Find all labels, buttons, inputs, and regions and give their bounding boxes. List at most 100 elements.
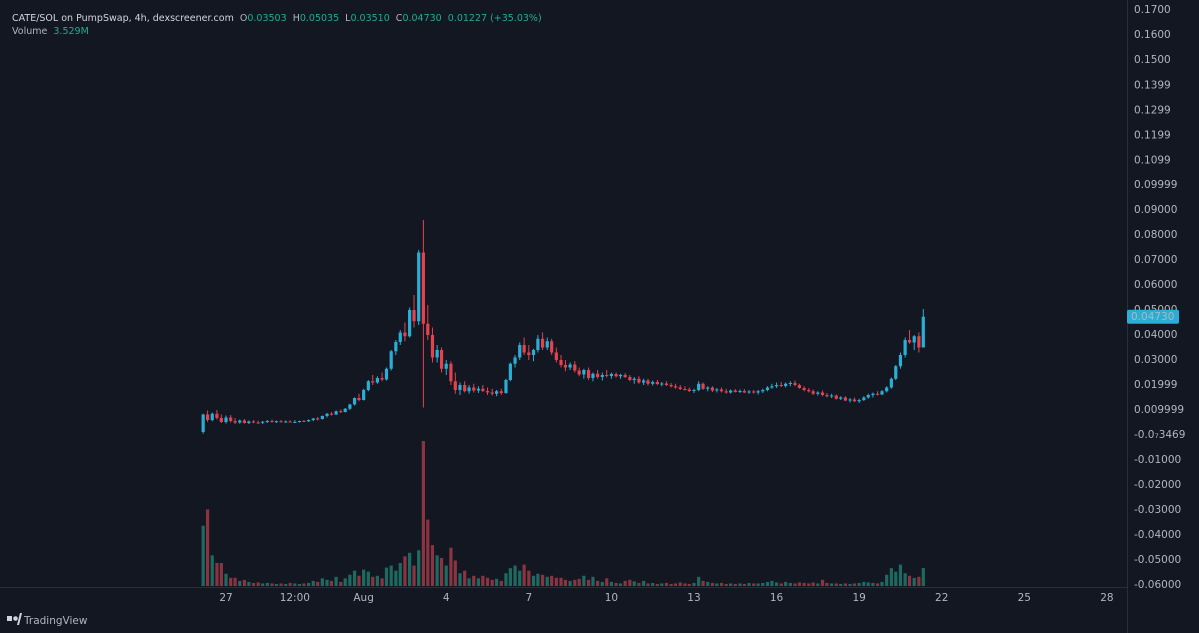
- volume-bar: [907, 575, 912, 586]
- volume-bar: [554, 577, 558, 586]
- volume-bar: [642, 580, 646, 586]
- volume-bar: [710, 582, 715, 586]
- candle-body: [371, 381, 375, 383]
- candle-body: [201, 414, 205, 432]
- candle-body: [449, 363, 453, 382]
- candle-body: [536, 338, 540, 350]
- candle-body: [265, 421, 269, 422]
- volume-bar: [866, 582, 870, 586]
- candle-body: [453, 381, 457, 390]
- volume-bar: [545, 576, 549, 586]
- x-tick-label: Aug: [353, 592, 374, 604]
- volume-bar: [784, 581, 788, 586]
- candle-body: [779, 385, 783, 386]
- y-tick-label: 0.1700: [1134, 4, 1171, 16]
- volume-bar: [518, 570, 522, 586]
- volume-bar: [664, 582, 669, 586]
- volume-bar: [329, 580, 334, 586]
- candle-body: [843, 397, 847, 401]
- candle-body: [256, 422, 260, 424]
- volume-bar: [426, 519, 430, 586]
- candle-body: [242, 420, 247, 423]
- candle-body: [274, 421, 278, 423]
- volume-bar: [238, 580, 242, 586]
- y-tick-label: 0.1299: [1134, 104, 1171, 116]
- y-tick-label: 0.03000: [1134, 354, 1177, 366]
- candle-body: [706, 387, 710, 389]
- candle-body: [233, 421, 237, 423]
- candle-body: [651, 382, 655, 384]
- y-tick-label: 0.06000: [1134, 279, 1177, 291]
- candle-body: [738, 391, 742, 392]
- volume-bar: [513, 565, 517, 586]
- y-tick-label: 0.07000: [1134, 254, 1177, 266]
- candle-body: [205, 414, 210, 420]
- volume-bar: [628, 579, 632, 586]
- candle-body: [642, 380, 646, 383]
- volume-bar: [421, 441, 425, 586]
- volume-bar: [687, 583, 691, 586]
- candle-body: [251, 421, 256, 423]
- y-tick-label: 0.09999: [1134, 179, 1177, 191]
- volume-bar: [242, 579, 247, 586]
- candle-body: [770, 386, 774, 388]
- volume-bar: [339, 581, 343, 586]
- candle-body: [797, 385, 802, 388]
- volume-label: Volume: [12, 26, 47, 37]
- volume-bar: [600, 581, 604, 586]
- volume-bar: [848, 583, 852, 586]
- y-tick-label: -0.02000: [1134, 479, 1181, 491]
- y-tick-label: 0.1099: [1134, 154, 1171, 166]
- volume-bar: [485, 577, 490, 586]
- volume-bar: [894, 571, 898, 586]
- candle-body: [352, 398, 357, 405]
- candle-body: [839, 397, 843, 399]
- ohlc-label: O: [240, 13, 247, 24]
- ohlc-label: L: [345, 13, 351, 24]
- candle-body: [508, 363, 512, 380]
- volume-bar: [563, 579, 568, 586]
- volume-bar: [288, 582, 292, 586]
- volume-bar: [692, 582, 696, 586]
- volume-bar: [875, 583, 880, 586]
- volume-bar: [311, 580, 315, 586]
- candle-body: [664, 383, 669, 385]
- volume-bar: [398, 563, 402, 586]
- candle-body: [733, 390, 737, 392]
- candle-body: [875, 393, 880, 395]
- logo-shape: [7, 616, 12, 621]
- candle-body: [885, 387, 889, 392]
- candle-body: [380, 378, 384, 380]
- x-tick-label: 12:00: [280, 592, 310, 604]
- x-tick-label: 4: [443, 592, 450, 604]
- candle-body: [623, 375, 627, 377]
- candle-body: [921, 316, 925, 348]
- y-tick-label: -0.06000: [1134, 579, 1181, 591]
- candle-body: [728, 390, 733, 393]
- volume-bar: [334, 576, 338, 586]
- volume-bar: [793, 583, 797, 586]
- candle-body: [444, 363, 448, 369]
- candle-body: [270, 421, 274, 422]
- volume-bar: [862, 581, 866, 586]
- volume-bar: [527, 570, 531, 586]
- candle-body: [655, 382, 659, 384]
- y-tick-label: -0.03000: [1134, 504, 1181, 516]
- volume-bar: [733, 583, 737, 586]
- volume-bar: [233, 577, 237, 586]
- candle-body: [692, 390, 696, 391]
- candle-body: [742, 391, 746, 393]
- footer-brand: TradingView: [23, 615, 88, 627]
- candle-body: [463, 385, 467, 392]
- symbol-title: CATE/SOL on PumpSwap, 4h, dexscreener.co…: [12, 13, 234, 24]
- volume-bar: [715, 583, 719, 586]
- volume-bar: [830, 583, 834, 586]
- candle-body: [522, 345, 526, 353]
- candle-body: [348, 404, 352, 409]
- ohlc-value: 0.05035: [300, 13, 339, 24]
- volume-bar: [591, 576, 595, 586]
- volume-bar: [697, 576, 701, 586]
- volume-bar: [752, 583, 756, 586]
- candle-body: [917, 336, 921, 348]
